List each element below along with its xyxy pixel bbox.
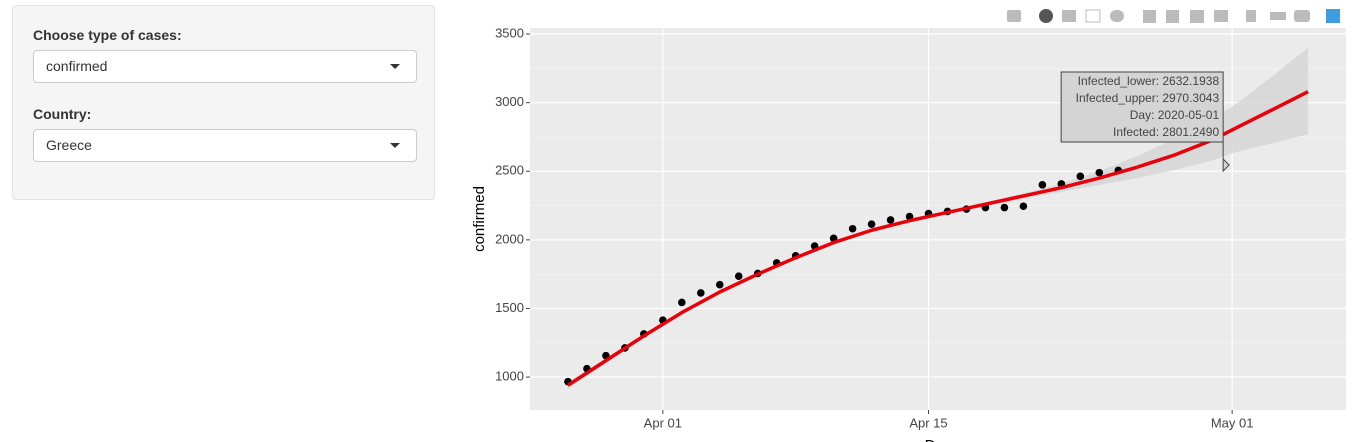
data-point bbox=[1000, 203, 1009, 212]
y-tick-label: 3500 bbox=[495, 25, 524, 40]
fit-line bbox=[566, 90, 1309, 387]
data-point bbox=[1019, 202, 1028, 211]
x-tick-label: Apr 15 bbox=[909, 415, 947, 430]
y-tick-label: 2000 bbox=[495, 231, 524, 246]
data-point bbox=[696, 289, 705, 297]
sidebar-panel: Choose type of cases: confirmed Country:… bbox=[12, 5, 435, 200]
data-point bbox=[867, 220, 876, 229]
x-tick-label: Apr 01 bbox=[644, 415, 682, 430]
case-label: Choose type of cases: bbox=[33, 27, 182, 43]
tooltip-line: Infected: 2801.2490 bbox=[1113, 125, 1219, 139]
data-point bbox=[848, 224, 857, 233]
country-label: Country: bbox=[33, 106, 92, 122]
data-point bbox=[678, 298, 686, 307]
y-axis-title: confirmed bbox=[471, 186, 488, 252]
y-tick-label: 2500 bbox=[495, 163, 524, 178]
tooltip-box bbox=[1060, 71, 1230, 173]
tooltip-line: Infected_upper: 2970.3043 bbox=[1076, 91, 1220, 105]
tooltip-line: Infected_lower: 2632.1938 bbox=[1078, 74, 1220, 88]
y-tick-label: 1500 bbox=[495, 300, 524, 315]
y-tick-label: 3000 bbox=[495, 94, 524, 109]
data-point bbox=[734, 272, 743, 281]
data-point bbox=[1095, 168, 1104, 177]
data-point bbox=[886, 216, 895, 224]
country-select[interactable]: Greece bbox=[33, 129, 417, 162]
data-point bbox=[715, 280, 724, 289]
x-tick-label: May 01 bbox=[1211, 415, 1254, 430]
modebar[interactable] bbox=[1007, 9, 1340, 23]
data-point bbox=[1038, 181, 1047, 189]
data-point bbox=[1076, 172, 1085, 181]
data-point bbox=[905, 212, 914, 221]
x-axis-title: Day bbox=[925, 437, 952, 442]
y-tick-label: 1000 bbox=[495, 369, 524, 384]
case-select[interactable]: confirmed bbox=[33, 50, 417, 83]
tooltip-line: Day: 2020-05-01 bbox=[1130, 108, 1220, 122]
